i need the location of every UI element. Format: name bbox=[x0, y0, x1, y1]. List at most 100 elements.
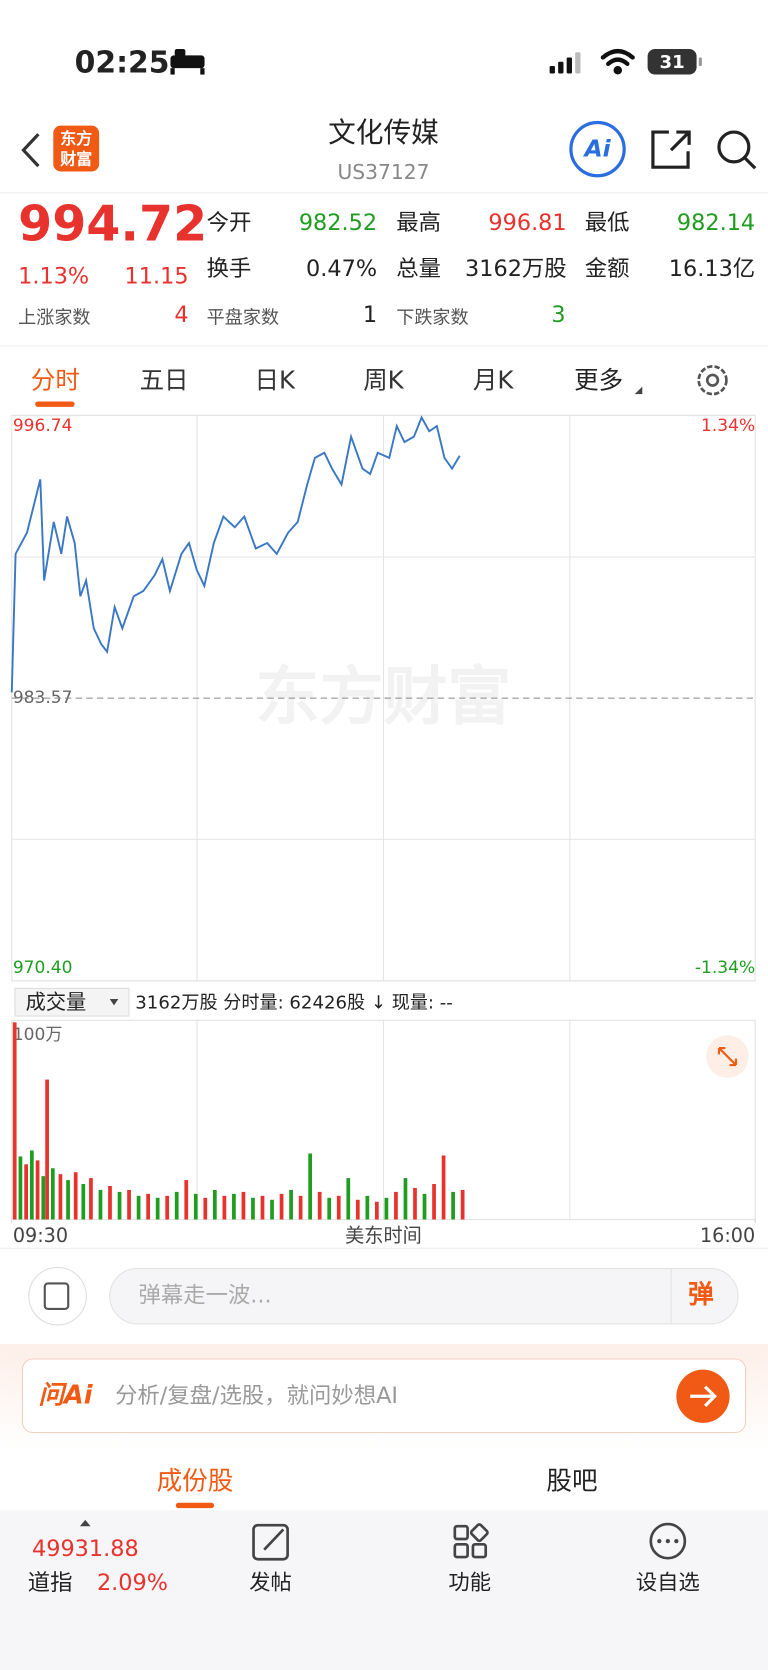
volume-dropdown[interactable] bbox=[14, 987, 130, 1017]
ai-input[interactable] bbox=[21, 1358, 747, 1434]
change-pct: 1.13% bbox=[18, 263, 89, 289]
volume-bar bbox=[50, 1168, 55, 1220]
tab[interactable]: 日K bbox=[255, 365, 296, 394]
price: 994.72 bbox=[18, 195, 207, 252]
tab-forum[interactable]: 股吧 bbox=[546, 1467, 597, 1497]
volume-bar bbox=[460, 1189, 465, 1220]
tab[interactable]: 五日 bbox=[140, 365, 189, 394]
watermark: 东方财富 bbox=[256, 660, 512, 734]
volume-bar bbox=[394, 1191, 398, 1220]
status-time: 02:25 bbox=[75, 45, 170, 80]
volume-bar bbox=[117, 1191, 122, 1220]
volume-bar bbox=[29, 1150, 34, 1220]
volume-bar bbox=[24, 1164, 28, 1220]
tab-indicator bbox=[35, 401, 75, 407]
index-change: 2.09% bbox=[97, 1570, 168, 1596]
danmaku-settings[interactable] bbox=[28, 1266, 87, 1326]
danmaku-icon bbox=[43, 1282, 70, 1311]
volume-bar bbox=[336, 1195, 341, 1220]
volume-bar bbox=[136, 1195, 141, 1220]
settings-button[interactable] bbox=[697, 365, 728, 396]
ai-placeholder: 分析/复盘/选股，就问妙想AI bbox=[115, 1383, 398, 1409]
change: 11.15 bbox=[125, 263, 189, 289]
logo-text: 财富 bbox=[60, 149, 92, 168]
breadth-label: 平盘家数 bbox=[207, 307, 279, 328]
volume-bar bbox=[384, 1197, 389, 1220]
tabs: 分时 五日 日K 周K 月K bbox=[31, 365, 514, 407]
field-value: 0.47% bbox=[306, 256, 377, 282]
tab[interactable]: 周K bbox=[363, 365, 404, 394]
ai-button[interactable] bbox=[569, 120, 626, 178]
volume-bar bbox=[81, 1184, 86, 1220]
volume-bar bbox=[184, 1180, 189, 1220]
battery-cap bbox=[698, 57, 702, 67]
volume-bar bbox=[193, 1193, 198, 1220]
y-tick-label: 100万 bbox=[13, 1025, 63, 1045]
function-icon bbox=[453, 1523, 489, 1559]
volume-bar bbox=[270, 1199, 274, 1220]
share-button[interactable] bbox=[651, 130, 691, 169]
field-value: 982.52 bbox=[299, 210, 377, 236]
volume-bar bbox=[35, 1160, 40, 1220]
breadth-value: 4 bbox=[174, 302, 188, 328]
nav-function[interactable]: 功能 bbox=[448, 1571, 491, 1596]
breadth-label: 上涨家数 bbox=[18, 307, 90, 328]
volume-bar bbox=[403, 1178, 408, 1220]
volume-bar bbox=[279, 1193, 284, 1220]
ai-label: Ai bbox=[582, 135, 611, 163]
volume-bar bbox=[432, 1184, 436, 1220]
search-button[interactable] bbox=[717, 130, 757, 170]
tab-constituents[interactable]: 成份股 bbox=[157, 1467, 234, 1497]
field-label: 最高 bbox=[396, 210, 441, 236]
tab[interactable]: 分时 bbox=[31, 365, 80, 394]
logo bbox=[53, 125, 100, 172]
volume-bar bbox=[355, 1199, 360, 1220]
comment-input[interactable] bbox=[109, 1267, 739, 1325]
field-value: 16.13亿 bbox=[669, 256, 755, 282]
price-chart: 970.40 983.57 996.74 -1.34% 1.34% bbox=[10, 414, 755, 982]
volume-bar bbox=[146, 1193, 150, 1220]
more-arrow bbox=[634, 386, 643, 395]
tab-more[interactable]: 更多 bbox=[574, 365, 623, 394]
x-tick-label: 09:30 bbox=[13, 1224, 68, 1247]
volume-frame bbox=[11, 1019, 756, 1221]
nav-post[interactable]: 发帖 bbox=[249, 1571, 292, 1596]
nav-watchlist[interactable]: 设自选 bbox=[636, 1571, 700, 1596]
battery bbox=[647, 48, 697, 75]
battery-level: 31 bbox=[660, 52, 685, 73]
volume-bar bbox=[108, 1185, 112, 1220]
bed-icon bbox=[170, 48, 205, 75]
breadth-value: 1 bbox=[363, 302, 377, 328]
breadth-value: 3 bbox=[551, 302, 565, 328]
volume-bar bbox=[422, 1193, 427, 1220]
volume-chart: 100万 09:30 16:00 美东时间 bbox=[11, 1021, 756, 1247]
logo-text: 东方 bbox=[60, 129, 92, 148]
quote-fields: 今开 982.52 最高 996.81 最低 982.14 换手 0.47% 总量 3162万股金… bbox=[18, 210, 755, 328]
volume-bar bbox=[58, 1174, 63, 1220]
bottom-nav bbox=[0, 1510, 768, 1670]
danmaku-button[interactable]: 弹 bbox=[688, 1280, 714, 1310]
arrow-icon bbox=[690, 1385, 717, 1407]
breadth-label: 下跌家数 bbox=[396, 307, 468, 328]
volume-info: 3162万股 分时量: 62426股 ↓ 现量: -- bbox=[135, 992, 453, 1013]
collapse-arrow bbox=[79, 1519, 91, 1527]
code: US37127 bbox=[337, 160, 429, 184]
volume-bar bbox=[127, 1189, 131, 1220]
volume-bar bbox=[289, 1189, 293, 1220]
back-button[interactable] bbox=[21, 133, 40, 168]
title: 文化传媒 bbox=[328, 116, 439, 149]
volume-bar bbox=[241, 1191, 246, 1220]
volume-bar bbox=[441, 1155, 446, 1220]
ai-brand: 问Ai bbox=[38, 1380, 93, 1410]
index-value: 49931.88 bbox=[32, 1536, 139, 1562]
volume-bar bbox=[346, 1178, 351, 1220]
x-tick-label: 16:00 bbox=[700, 1224, 755, 1247]
volume-bar bbox=[41, 1176, 46, 1220]
comment-placeholder: 弹幕走一波... bbox=[139, 1283, 272, 1309]
tab[interactable]: 月K bbox=[473, 365, 514, 394]
field-label: 金额 bbox=[585, 256, 630, 282]
volume-bar bbox=[327, 1197, 332, 1220]
volume-bar bbox=[165, 1195, 170, 1220]
